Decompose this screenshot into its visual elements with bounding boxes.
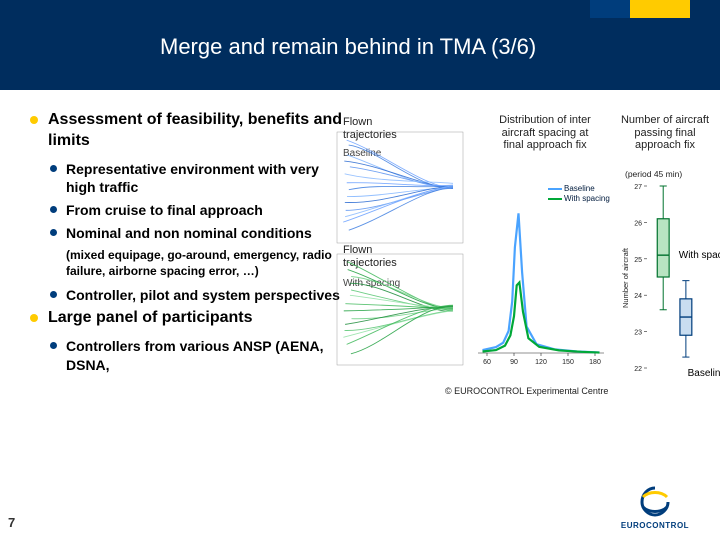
bullet-note: (mixed equipage, go-around, emergency, r… <box>30 247 350 279</box>
svg-text:60: 60 <box>483 359 491 366</box>
bullet-dot-icon <box>50 165 57 172</box>
page-number: 7 <box>8 515 15 530</box>
boxplot-label-withspacing: With spacing <box>679 250 720 261</box>
legend-text: Baseline <box>564 184 595 193</box>
svg-text:22: 22 <box>634 366 642 373</box>
accent-right <box>630 0 690 18</box>
accent-left <box>590 0 630 18</box>
bullet-l2: Controllers from various ANSP (AENA, DSN… <box>30 337 350 375</box>
svg-text:23: 23 <box>634 330 642 337</box>
fig-label-period: (period 45 min) <box>625 170 682 180</box>
legend-baseline: Baseline <box>548 184 595 193</box>
svg-text:25: 25 <box>634 257 642 264</box>
boxplot-svg: 22 23 24 25 26 27 Number of aircraft <box>621 182 707 374</box>
svg-text:180: 180 <box>589 359 601 366</box>
svg-text:90: 90 <box>510 359 518 366</box>
bullet-text: Large panel of participants <box>48 309 252 326</box>
logo-text: EUROCONTROL <box>620 521 690 530</box>
bullet-dot-icon <box>30 314 38 322</box>
bullet-l2: Nominal and non nominal conditions <box>30 224 350 243</box>
trajectory-baseline-chart <box>335 130 465 245</box>
boxplot-label-baseline: Baseline <box>688 368 720 379</box>
bullet-dot-icon <box>50 291 57 298</box>
legend-text: With spacing <box>564 194 610 203</box>
fig-label-num: Number of aircraft passing final approac… <box>615 114 715 152</box>
trajectory-svg <box>335 252 465 367</box>
eurocontrol-logo-icon <box>637 485 673 519</box>
trajectory-spacing-chart <box>335 252 465 367</box>
slide-header: Merge and remain behind in TMA (3/6) <box>0 0 720 90</box>
header-accent <box>590 0 690 18</box>
bullet-l2: Controller, pilot and system perspective… <box>30 286 350 305</box>
bullet-text: Controller, pilot and system perspective… <box>66 287 340 303</box>
distribution-chart: Baseline With spacing 60 90 120 150 180 <box>470 166 610 371</box>
bullet-dot-icon <box>50 342 57 349</box>
boxplot-chart: 22 23 24 25 26 27 Number of aircraft <box>621 182 707 374</box>
bullet-text: Representative environment with very hig… <box>66 161 319 196</box>
trajectory-svg <box>335 130 465 245</box>
bullet-text: Nominal and non nominal conditions <box>66 225 312 241</box>
bullet-dot-icon <box>50 229 57 236</box>
svg-text:24: 24 <box>634 293 642 300</box>
figure-area: Flown trajectories Baseline Flown trajec… <box>335 100 710 430</box>
bullet-text: Controllers from various ANSP (AENA, DSN… <box>66 338 324 373</box>
svg-text:26: 26 <box>634 220 642 227</box>
bullet-l1: Large panel of participants <box>30 308 350 329</box>
svg-text:Number of aircraft: Number of aircraft <box>621 247 630 308</box>
bullet-dot-icon <box>30 116 38 124</box>
bullet-l2: Representative environment with very hig… <box>30 160 350 198</box>
logo: EUROCONTROL <box>620 485 690 530</box>
svg-text:27: 27 <box>634 184 642 191</box>
slide-title: Merge and remain behind in TMA (3/6) <box>160 34 536 60</box>
bullet-text: Assessment of feasibility, benefits and … <box>48 111 342 149</box>
bullet-l2: From cruise to final approach <box>30 201 350 220</box>
bullet-l1: Assessment of feasibility, benefits and … <box>30 110 350 152</box>
bullet-dot-icon <box>50 206 57 213</box>
svg-text:120: 120 <box>535 359 547 366</box>
bullet-text: From cruise to final approach <box>66 202 263 218</box>
fig-label-dist: Distribution of inter aircraft spacing a… <box>495 114 595 152</box>
svg-text:150: 150 <box>562 359 574 366</box>
legend-withspacing: With spacing <box>548 194 610 203</box>
bullet-list: Assessment of feasibility, benefits and … <box>30 110 350 379</box>
credit-text: © EUROCONTROL Experimental Centre <box>445 386 608 396</box>
